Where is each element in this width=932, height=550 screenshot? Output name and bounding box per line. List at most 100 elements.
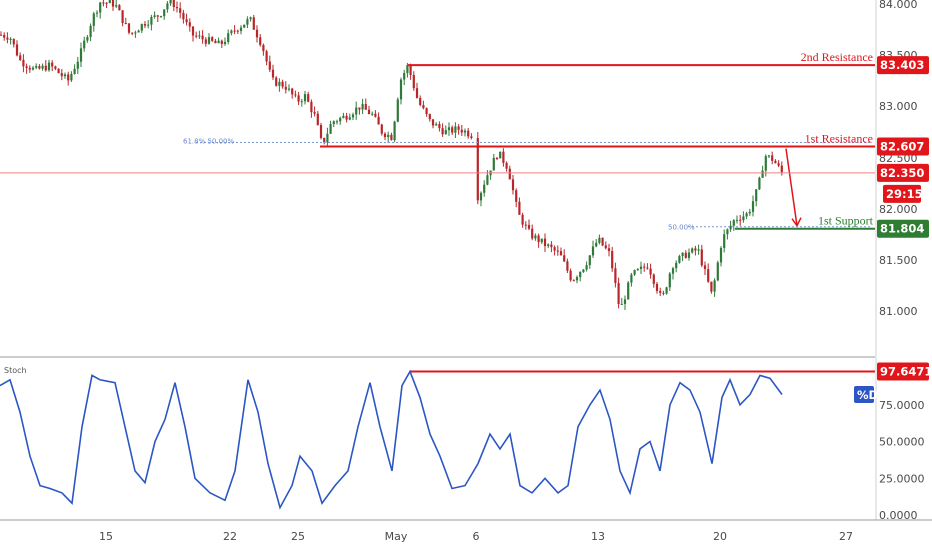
candle-body <box>44 65 47 71</box>
candle-body <box>275 77 278 86</box>
candle-body <box>611 251 614 269</box>
candle-body <box>403 73 406 80</box>
candle-body <box>655 283 659 292</box>
candle-body <box>163 9 166 17</box>
candle-body <box>591 246 595 256</box>
candle-body <box>521 214 524 225</box>
candle-body <box>428 114 431 120</box>
stoch-axis[interactable]: 75.0000 50.0000 25.0000 0.0000 <box>879 399 925 522</box>
price-tick-label: 82.000 <box>879 203 918 216</box>
candle-body <box>345 115 348 120</box>
candle-body <box>287 88 291 90</box>
candle-body <box>307 94 310 102</box>
candle-body <box>764 156 767 171</box>
candle-body <box>633 270 636 275</box>
candle-body <box>28 67 31 70</box>
candle-body <box>188 22 191 27</box>
candle-body <box>172 0 175 8</box>
stoch-tick-label: 25.0000 <box>879 472 925 485</box>
candle-body <box>499 151 502 159</box>
candle-body <box>502 151 505 163</box>
candle-body <box>204 39 207 44</box>
candle-body <box>239 27 243 32</box>
time-tick-label: 6 <box>473 530 480 543</box>
price-tick-label: 81.500 <box>879 254 918 267</box>
candle-body <box>479 192 483 201</box>
candle-body <box>185 19 188 23</box>
candle-body <box>703 265 707 270</box>
candle-body <box>556 250 559 252</box>
candle-body <box>681 252 684 257</box>
candle-body <box>35 66 38 68</box>
candle-body <box>108 0 111 4</box>
candle-body <box>243 24 246 28</box>
candle-body <box>76 61 79 69</box>
candle-body <box>351 114 355 118</box>
time-tick-label: 15 <box>99 530 113 543</box>
candle-body <box>723 234 726 248</box>
candle-body <box>755 189 758 202</box>
stoch-panel-title: Stoch <box>4 366 27 375</box>
candle-body <box>652 274 655 284</box>
candle-body <box>41 65 44 69</box>
price-panel <box>0 0 802 310</box>
candle-body <box>492 157 495 171</box>
first-support-label: 1st Support <box>818 214 874 228</box>
candle-body <box>73 68 76 74</box>
time-tick-label: 22 <box>223 530 237 543</box>
candle-body <box>127 23 131 33</box>
candle-body <box>246 19 249 25</box>
candle-body <box>422 104 425 109</box>
candle-body <box>646 267 649 269</box>
candle-body <box>124 22 127 24</box>
candle-body <box>271 69 275 78</box>
current-price-value: 82.350 <box>880 166 924 180</box>
time-tick-label: 13 <box>591 530 605 543</box>
candle-body <box>230 30 233 34</box>
candle-body <box>748 211 751 214</box>
candle-body <box>291 88 294 95</box>
candle-body <box>767 155 771 157</box>
candle-body <box>668 273 671 288</box>
candle-body <box>207 37 211 44</box>
candle-body <box>726 229 729 235</box>
candle-body <box>383 133 387 138</box>
candle-body <box>95 12 99 14</box>
candle-body <box>137 30 140 33</box>
first-support-tag: 81.804 <box>877 219 929 238</box>
fib-label-left: 61.8% 50.00% <box>183 138 235 146</box>
candle-body <box>438 124 441 129</box>
candle-body <box>671 268 675 274</box>
second-resistance-label: 2nd Resistance <box>801 50 873 64</box>
candle-body <box>431 119 435 126</box>
stoch-value-tag: 97.6471 <box>877 362 932 381</box>
candle-body <box>214 40 217 44</box>
candle-body <box>582 269 585 272</box>
time-axis[interactable]: 15 22 25 May 6 13 20 27 <box>99 530 853 543</box>
candle-body <box>713 280 716 292</box>
candle-body <box>361 104 364 110</box>
candle-body <box>252 17 255 30</box>
d-series-badge[interactable]: %D <box>854 386 878 403</box>
candle-body <box>70 73 73 81</box>
time-tick-label: May <box>385 530 408 543</box>
candle-body <box>639 266 643 270</box>
candle-body <box>60 73 63 77</box>
candle-body <box>319 125 323 138</box>
candle-body <box>377 116 380 125</box>
candle-body <box>447 127 451 131</box>
candle-body <box>332 121 335 125</box>
candle-body <box>559 251 563 256</box>
candle-body <box>415 88 419 98</box>
candle-body <box>454 126 457 133</box>
candle-body <box>89 25 92 37</box>
candle-body <box>99 2 102 13</box>
candle-body <box>630 274 633 283</box>
candle-body <box>569 270 572 281</box>
candle-body <box>505 162 508 169</box>
stoch-tick-label: 75.0000 <box>879 399 925 412</box>
candle-body <box>300 101 303 103</box>
candle-body <box>662 292 665 294</box>
current-price-tag: 82.350 <box>877 163 929 182</box>
bar-countdown-value: 29:15 <box>886 187 923 201</box>
